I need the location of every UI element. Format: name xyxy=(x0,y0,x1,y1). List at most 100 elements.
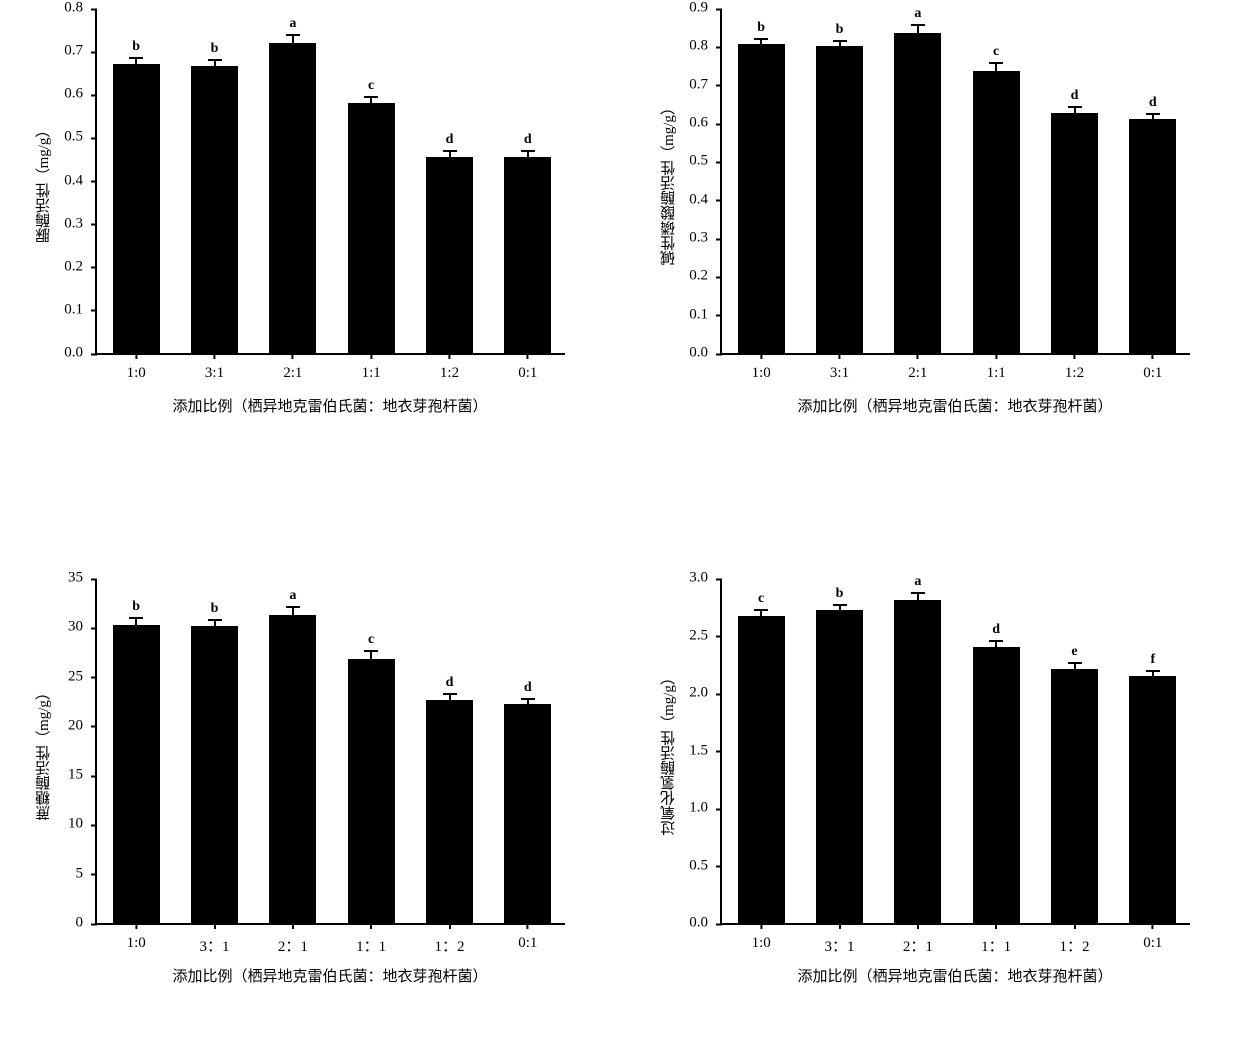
x-tick-label: 1:0 xyxy=(127,923,146,952)
error-bar-cap xyxy=(833,40,847,42)
error-bar-cap xyxy=(208,59,222,61)
error-bar-stem xyxy=(449,695,451,700)
significance-label: b xyxy=(757,20,765,36)
bar xyxy=(348,103,395,353)
y-tick-label: 0.4 xyxy=(689,191,722,208)
bar xyxy=(1129,676,1176,923)
x-tick-label: 0:1 xyxy=(518,923,537,952)
y-axis-label: 碱性磷酸酶活性（mg/g） xyxy=(658,100,679,266)
significance-label: a xyxy=(914,574,921,590)
error-bar-stem xyxy=(292,36,294,42)
plot-area: 0.00.51.01.52.02.53.0c1:0b3：1a2：1d1：1e1：… xyxy=(720,580,1190,925)
chart-panel-p1: 0.00.10.20.30.40.50.60.70.8b1:0b3:1a2:1c… xyxy=(95,10,565,355)
y-tick-label: 0.0 xyxy=(689,345,722,362)
y-tick-label: 0.1 xyxy=(64,301,97,318)
error-bar-stem xyxy=(214,621,216,626)
error-bar-cap xyxy=(521,698,535,700)
significance-label: d xyxy=(1149,95,1157,111)
x-tick-label: 0:1 xyxy=(1143,923,1162,952)
x-tick-label: 1:2 xyxy=(440,353,459,382)
y-tick-label: 0.8 xyxy=(64,0,97,17)
bar xyxy=(973,71,1020,353)
y-tick-label: 0.2 xyxy=(64,258,97,275)
x-tick-label: 1:0 xyxy=(127,353,146,382)
significance-label: b xyxy=(836,22,844,38)
y-tick-label: 0.3 xyxy=(689,230,722,247)
bar xyxy=(426,157,473,353)
y-tick-label: 2.5 xyxy=(689,627,722,644)
bar xyxy=(113,625,160,923)
x-tick-label: 1：1 xyxy=(356,923,386,956)
chart-panel-p3: 05101520253035b1:0b3：1a2：1c1：1d1：2d0:1蔗糖… xyxy=(95,580,565,925)
error-bar-stem xyxy=(917,26,919,33)
error-bar-cap xyxy=(989,640,1003,642)
x-tick-label: 2：1 xyxy=(278,923,308,956)
error-bar-cap xyxy=(208,619,222,621)
y-axis-label: 脲酶活性（mg/g） xyxy=(33,122,54,243)
error-bar-stem xyxy=(839,606,841,611)
error-bar-cap xyxy=(754,609,768,611)
significance-label: c xyxy=(368,632,374,648)
significance-label: d xyxy=(446,675,454,691)
y-tick-label: 1.5 xyxy=(689,742,722,759)
y-tick-label: 0.4 xyxy=(64,172,97,189)
error-bar-cap xyxy=(364,96,378,98)
x-axis-label: 添加比例（栖异地克雷伯氏菌：地衣芽孢杆菌） xyxy=(172,395,487,416)
error-bar-stem xyxy=(370,652,372,659)
bar xyxy=(269,615,316,923)
error-bar-cap xyxy=(286,34,300,36)
error-bar-stem xyxy=(1152,115,1154,120)
bar xyxy=(894,600,941,923)
y-tick-label: 0.2 xyxy=(689,268,722,285)
error-bar-cap xyxy=(286,606,300,608)
bar xyxy=(504,704,551,923)
x-axis-label: 添加比例（栖异地克雷伯氏菌：地衣芽孢杆菌） xyxy=(172,965,487,986)
bar xyxy=(1129,119,1176,353)
error-bar-stem xyxy=(527,152,529,156)
y-tick-label: 0.1 xyxy=(689,306,722,323)
bar xyxy=(191,626,238,923)
significance-label: d xyxy=(992,622,1000,638)
error-bar-stem xyxy=(527,700,529,704)
significance-label: d xyxy=(446,132,454,148)
y-tick-label: 30 xyxy=(68,619,97,636)
y-tick-label: 35 xyxy=(68,570,97,587)
error-bar-cap xyxy=(754,38,768,40)
y-tick-label: 0.7 xyxy=(64,43,97,60)
error-bar-stem xyxy=(917,594,919,600)
chart-panel-p2: 0.00.10.20.30.40.50.60.70.80.9b1:0b3:1a2… xyxy=(720,10,1190,355)
error-bar-cap xyxy=(911,24,925,26)
error-bar-stem xyxy=(135,59,137,64)
significance-label: b xyxy=(132,599,140,615)
significance-label: d xyxy=(524,680,532,696)
y-tick-label: 0.9 xyxy=(689,0,722,17)
y-tick-label: 1.0 xyxy=(689,800,722,817)
y-tick-label: 0.0 xyxy=(64,345,97,362)
error-bar-stem xyxy=(839,42,841,47)
error-bar-cap xyxy=(129,57,143,59)
y-tick-label: 15 xyxy=(68,767,97,784)
error-bar-cap xyxy=(1068,662,1082,664)
chart-panel-p4: 0.00.51.01.52.02.53.0c1:0b3：1a2：1d1：1e1：… xyxy=(720,580,1190,925)
x-tick-label: 1：2 xyxy=(1059,923,1089,956)
error-bar-stem xyxy=(370,98,372,103)
error-bar-cap xyxy=(1068,106,1082,108)
significance-label: c xyxy=(368,78,374,94)
y-tick-label: 0.6 xyxy=(689,115,722,132)
y-tick-label: 0.3 xyxy=(64,215,97,232)
y-tick-label: 10 xyxy=(68,816,97,833)
y-tick-label: 0.8 xyxy=(689,38,722,55)
x-tick-label: 1:0 xyxy=(752,353,771,382)
significance-label: a xyxy=(289,16,296,32)
error-bar-stem xyxy=(449,152,451,156)
error-bar-stem xyxy=(995,642,997,647)
significance-label: b xyxy=(836,586,844,602)
plot-area: 05101520253035b1:0b3：1a2：1c1：1d1：2d0:1 xyxy=(95,580,565,925)
significance-label: a xyxy=(289,588,296,604)
x-tick-label: 2:1 xyxy=(283,353,302,382)
bar xyxy=(1051,669,1098,923)
y-axis-label: 蔗糖酶活性（mg/g） xyxy=(33,685,54,821)
significance-label: b xyxy=(211,41,219,57)
error-bar-cap xyxy=(989,62,1003,64)
error-bar-stem xyxy=(292,608,294,616)
